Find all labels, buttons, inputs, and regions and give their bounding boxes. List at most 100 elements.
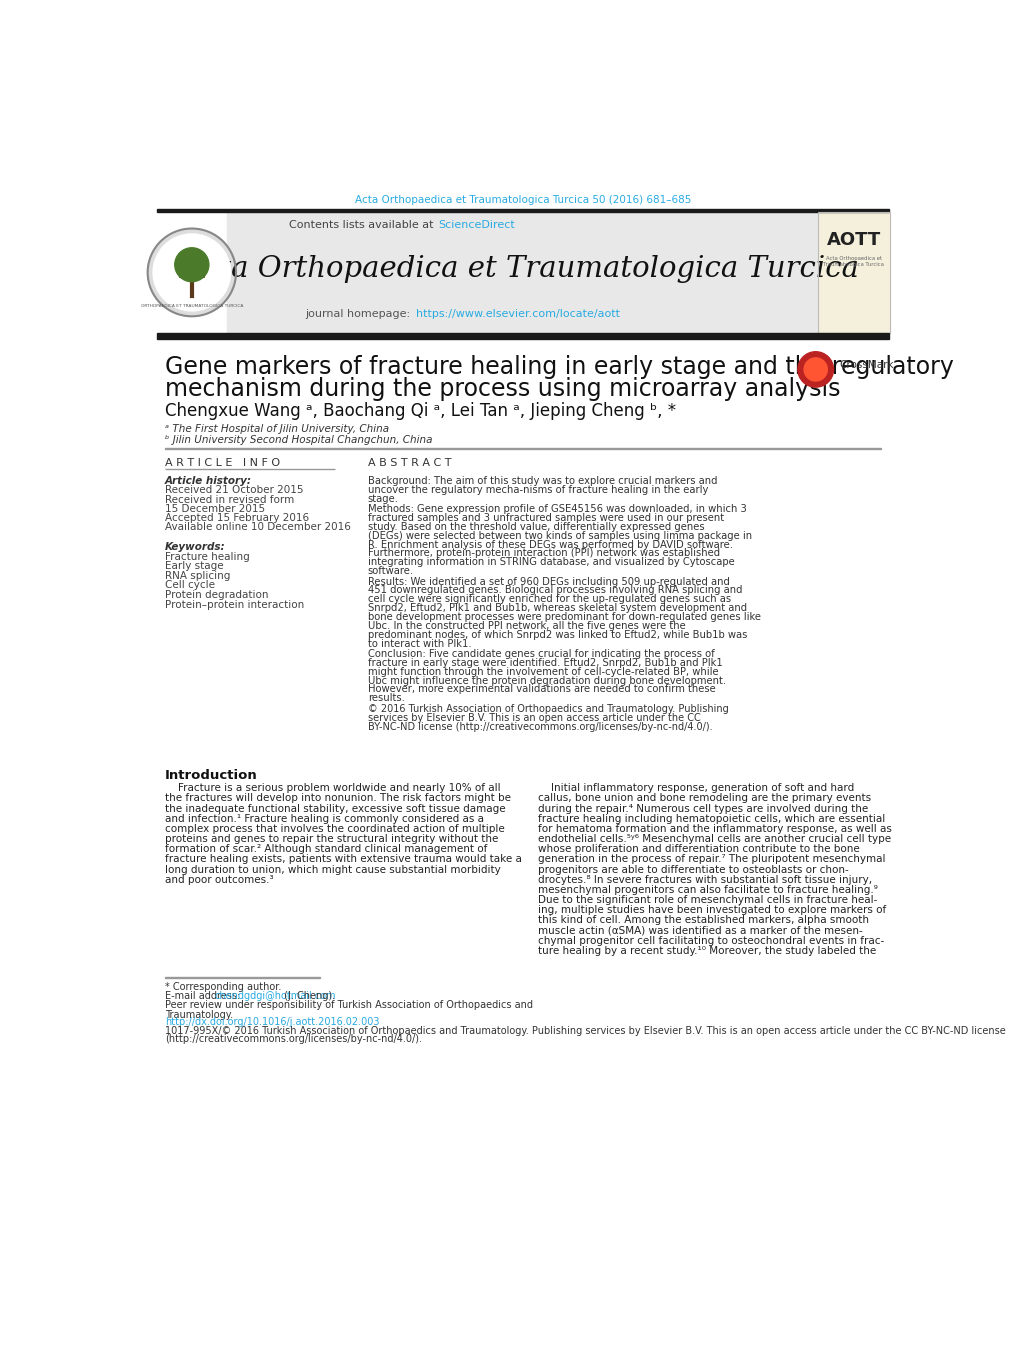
Text: Introduction: Introduction: [164, 769, 257, 781]
Text: Ubc might influence the protein degradation during bone development.: Ubc might influence the protein degradat…: [368, 675, 726, 685]
Text: generation in the process of repair.⁷ The pluripotent mesenchymal: generation in the process of repair.⁷ Th…: [538, 855, 884, 864]
Text: Background: The aim of this study was to explore crucial markers and: Background: The aim of this study was to…: [368, 476, 716, 487]
Text: Chengxue Wang ᵃ, Baochang Qi ᵃ, Lei Tan ᵃ, Jieping Cheng ᵇ, *: Chengxue Wang ᵃ, Baochang Qi ᵃ, Lei Tan …: [164, 402, 676, 420]
Text: during the repair.⁴ Numerous cell types are involved during the: during the repair.⁴ Numerous cell types …: [538, 803, 867, 814]
Text: progenitors are able to differentiate to osteoblasts or chon-: progenitors are able to differentiate to…: [538, 864, 848, 875]
Text: this kind of cell. Among the established markers, alpha smooth: this kind of cell. Among the established…: [538, 916, 868, 925]
Text: (DEGs) were selected between two kinds of samples using limma package in: (DEGs) were selected between two kinds o…: [368, 531, 751, 541]
Text: ᵇ Jilin University Second Hospital Changchun, China: ᵇ Jilin University Second Hospital Chang…: [164, 435, 432, 444]
Text: formation of scar.² Although standard clinical management of: formation of scar.² Although standard cl…: [164, 844, 487, 855]
Text: E-mail address:: E-mail address:: [164, 991, 243, 1002]
Text: http://dx.doi.org/10.1016/j.aott.2016.02.003: http://dx.doi.org/10.1016/j.aott.2016.02…: [164, 1017, 379, 1026]
Text: Protein degradation: Protein degradation: [164, 590, 268, 601]
Text: Cell cycle: Cell cycle: [164, 580, 214, 590]
Text: Due to the significant role of mesenchymal cells in fracture heal-: Due to the significant role of mesenchym…: [538, 896, 876, 905]
Bar: [226, 212, 816, 333]
Text: complex process that involves the coordinated action of multiple: complex process that involves the coordi…: [164, 824, 504, 834]
Text: chendgdgi@hotmail.com: chendgdgi@hotmail.com: [215, 991, 336, 1002]
Bar: [157, 333, 888, 338]
Circle shape: [148, 228, 235, 317]
Text: cell cycle were significantly enriched for the up-regulated genes such as: cell cycle were significantly enriched f…: [368, 594, 731, 605]
Text: for hematoma formation and the inflammatory response, as well as: for hematoma formation and the inflammat…: [538, 824, 892, 834]
Text: the fractures will develop into nonunion. The risk factors might be: the fractures will develop into nonunion…: [164, 794, 511, 803]
Text: R. Enrichment analysis of these DEGs was performed by DAVID software.: R. Enrichment analysis of these DEGs was…: [368, 540, 732, 549]
Text: Keywords:: Keywords:: [164, 541, 225, 552]
Text: mesenchymal progenitors can also facilitate to fracture healing.⁹: mesenchymal progenitors can also facilit…: [538, 885, 877, 896]
Text: journal homepage:: journal homepage:: [306, 308, 414, 319]
Text: drocytes.⁸ In severe fractures with substantial soft tissue injury,: drocytes.⁸ In severe fractures with subs…: [538, 875, 871, 885]
Text: © 2016 Turkish Association of Orthopaedics and Traumatology. Publishing: © 2016 Turkish Association of Orthopaedi…: [368, 704, 728, 715]
Text: endothelial cells.⁵ʸ⁶ Mesenchymal cells are another crucial cell type: endothelial cells.⁵ʸ⁶ Mesenchymal cells …: [538, 834, 891, 844]
Text: Acta Orthopaedica et Traumatologica Turcica 50 (2016) 681–685: Acta Orthopaedica et Traumatologica Turc…: [355, 196, 690, 205]
Text: callus, bone union and bone remodeling are the primary events: callus, bone union and bone remodeling a…: [538, 794, 870, 803]
Text: to interact with Plk1.: to interact with Plk1.: [368, 639, 471, 648]
Text: muscle actin (αSMA) was identified as a marker of the mesen-: muscle actin (αSMA) was identified as a …: [538, 925, 862, 935]
Text: Fracture is a serious problem worldwide and nearly 10% of all: Fracture is a serious problem worldwide …: [164, 783, 500, 794]
Text: However, more experimental validations are needed to confirm these: However, more experimental validations a…: [368, 685, 714, 694]
Text: and poor outcomes.³: and poor outcomes.³: [164, 875, 273, 885]
Text: proteins and genes to repair the structural integrity without the: proteins and genes to repair the structu…: [164, 834, 497, 844]
Text: stage.: stage.: [368, 493, 398, 504]
Bar: [817, 212, 890, 333]
Text: study. Based on the threshold value, differentially expressed genes: study. Based on the threshold value, dif…: [368, 522, 704, 531]
Text: Methods: Gene expression profile of GSE45156 was downloaded, in which 3: Methods: Gene expression profile of GSE4…: [368, 504, 746, 514]
Text: Gene markers of fracture healing in early stage and the regulatory: Gene markers of fracture healing in earl…: [164, 355, 953, 379]
Circle shape: [797, 352, 833, 387]
Text: (http://creativecommons.org/licenses/by-nc-nd/4.0/).: (http://creativecommons.org/licenses/by-…: [164, 1034, 421, 1044]
Text: Ubc. In the constructed PPI network, all the five genes were the: Ubc. In the constructed PPI network, all…: [368, 621, 685, 631]
Text: software.: software.: [368, 567, 414, 576]
Bar: [817, 212, 890, 333]
Text: 15 December 2015: 15 December 2015: [164, 504, 265, 514]
Text: Results: We identified a set of 960 DEGs including 509 up-regulated and: Results: We identified a set of 960 DEGs…: [368, 576, 729, 587]
Text: Received 21 October 2015: Received 21 October 2015: [164, 485, 303, 495]
Circle shape: [153, 234, 230, 311]
Text: Acta Orthopaedica et
Traumatologica Turcica: Acta Orthopaedica et Traumatologica Turc…: [822, 257, 883, 266]
Text: bone development processes were predominant for down-regulated genes like: bone development processes were predomin…: [368, 612, 760, 622]
Text: services by Elsevier B.V. This is an open access article under the CC: services by Elsevier B.V. This is an ope…: [368, 713, 700, 723]
Text: Conclusion: Five candidate genes crucial for indicating the process of: Conclusion: Five candidate genes crucial…: [368, 650, 713, 659]
Text: Contents lists available at: Contents lists available at: [289, 220, 437, 230]
Text: (J. Cheng).: (J. Cheng).: [280, 991, 334, 1002]
Text: Furthermore, protein-protein interaction (PPI) network was established: Furthermore, protein-protein interaction…: [368, 549, 719, 559]
Text: Received in revised form: Received in revised form: [164, 495, 293, 504]
Text: the inadequate functional stability, excessive soft tissue damage: the inadequate functional stability, exc…: [164, 803, 504, 814]
Text: integrating information in STRING database, and visualized by Cytoscape: integrating information in STRING databa…: [368, 557, 734, 567]
Text: uncover the regulatory mecha-nisms of fracture healing in the early: uncover the regulatory mecha-nisms of fr…: [368, 485, 707, 495]
Circle shape: [174, 247, 209, 281]
Text: ScienceDirect: ScienceDirect: [438, 220, 515, 230]
Text: ᵃ The First Hospital of Jilin University, China: ᵃ The First Hospital of Jilin University…: [164, 424, 388, 435]
Text: results.: results.: [368, 693, 405, 703]
Text: * Corresponding author.: * Corresponding author.: [164, 983, 281, 992]
Text: Available online 10 December 2016: Available online 10 December 2016: [164, 522, 351, 533]
Text: Early stage: Early stage: [164, 561, 223, 571]
Text: Fracture healing: Fracture healing: [164, 552, 250, 561]
Text: ture healing by a recent study.¹⁰ Moreover, the study labeled the: ture healing by a recent study.¹⁰ Moreov…: [538, 946, 875, 955]
Text: chymal progenitor cell facilitating to osteochondral events in frac-: chymal progenitor cell facilitating to o…: [538, 936, 883, 946]
Circle shape: [803, 357, 826, 381]
Text: CrossMark: CrossMark: [839, 360, 893, 370]
Text: might function through the involvement of cell-cycle-related BP, while: might function through the involvement o…: [368, 667, 717, 677]
Text: long duration to union, which might cause substantial morbidity: long duration to union, which might caus…: [164, 864, 500, 875]
Text: BY-NC-ND license (http://creativecommons.org/licenses/by-nc-nd/4.0/).: BY-NC-ND license (http://creativecommons…: [368, 722, 711, 733]
Text: Peer review under responsibility of Turkish Association of Orthopaedics and: Peer review under responsibility of Turk…: [164, 1000, 532, 1011]
Text: and infection.¹ Fracture healing is commonly considered as a: and infection.¹ Fracture healing is comm…: [164, 814, 483, 824]
Text: Traumatology.: Traumatology.: [164, 1010, 232, 1019]
Text: fracture healing including hematopoietic cells, which are essential: fracture healing including hematopoietic…: [538, 814, 884, 824]
Text: Acta Orthopaedica et Traumatologica Turcica: Acta Orthopaedica et Traumatologica Turc…: [182, 255, 859, 283]
Text: Article history:: Article history:: [164, 476, 252, 487]
Text: AOTT: AOTT: [825, 231, 880, 249]
Text: A B S T R A C T: A B S T R A C T: [368, 458, 450, 469]
Text: https://www.elsevier.com/locate/aott: https://www.elsevier.com/locate/aott: [416, 308, 620, 319]
Bar: [157, 209, 888, 212]
Text: Snrpd2, Eftud2, Plk1 and Bub1b, whereas skeletal system development and: Snrpd2, Eftud2, Plk1 and Bub1b, whereas …: [368, 603, 746, 613]
Text: A R T I C L E   I N F O: A R T I C L E I N F O: [164, 458, 279, 469]
Text: 451 downregulated genes. Biological processes involving RNA splicing and: 451 downregulated genes. Biological proc…: [368, 586, 742, 595]
Text: Protein–protein interaction: Protein–protein interaction: [164, 599, 304, 610]
Text: RNA splicing: RNA splicing: [164, 571, 230, 580]
Text: fracture in early stage were identified. Eftud2, Snrpd2, Bub1b and Plk1: fracture in early stage were identified.…: [368, 658, 721, 667]
Text: ing, multiple studies have been investigated to explore markers of: ing, multiple studies have been investig…: [538, 905, 886, 916]
Text: Initial inflammatory response, generation of soft and hard: Initial inflammatory response, generatio…: [538, 783, 854, 794]
Text: fracture healing exists, patients with extensive trauma would take a: fracture healing exists, patients with e…: [164, 855, 521, 864]
Text: 1017-995X/© 2016 Turkish Association of Orthopaedics and Traumatology. Publishin: 1017-995X/© 2016 Turkish Association of …: [164, 1026, 1005, 1036]
Text: Accepted 15 February 2016: Accepted 15 February 2016: [164, 514, 309, 523]
